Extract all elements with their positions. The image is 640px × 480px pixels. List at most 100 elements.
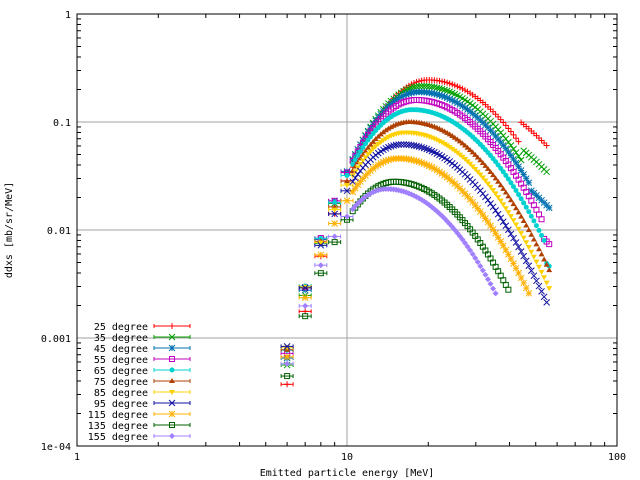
data-point bbox=[298, 308, 312, 315]
data-point bbox=[484, 181, 491, 187]
data-point bbox=[357, 148, 363, 154]
data-point bbox=[492, 111, 499, 118]
data-point bbox=[512, 149, 520, 156]
data-point bbox=[360, 144, 366, 150]
legend-entry: 155 degree bbox=[88, 432, 191, 443]
data-point bbox=[349, 178, 357, 186]
data-point bbox=[505, 138, 512, 146]
data-point bbox=[472, 151, 479, 157]
data-point bbox=[372, 144, 379, 150]
data-point bbox=[482, 193, 489, 201]
data-point bbox=[464, 243, 471, 250]
legend-entry: 55 degree bbox=[94, 355, 191, 366]
data-point bbox=[385, 125, 392, 131]
data-point bbox=[540, 293, 548, 301]
data-point bbox=[535, 282, 543, 290]
data-point bbox=[298, 284, 312, 292]
data-point bbox=[415, 82, 423, 90]
data-point bbox=[314, 241, 328, 249]
data-point bbox=[472, 166, 479, 172]
data-point bbox=[365, 144, 372, 150]
data-point bbox=[516, 192, 522, 198]
data-point bbox=[538, 216, 545, 223]
data-point bbox=[508, 180, 514, 186]
data-point bbox=[531, 218, 537, 224]
data-point bbox=[523, 204, 529, 210]
data-point bbox=[413, 142, 420, 150]
data-point bbox=[328, 200, 342, 206]
data-point bbox=[451, 82, 458, 89]
data-point bbox=[328, 233, 342, 240]
y-tick-label: 1 bbox=[65, 10, 71, 21]
data-point bbox=[340, 213, 354, 220]
data-point bbox=[362, 148, 369, 154]
data-point bbox=[525, 262, 533, 270]
data-point bbox=[418, 82, 425, 90]
data-point bbox=[502, 189, 509, 195]
data-point bbox=[469, 149, 476, 155]
data-point bbox=[523, 222, 530, 228]
data-point bbox=[543, 168, 551, 176]
data-point bbox=[484, 218, 492, 226]
data-point bbox=[502, 122, 509, 129]
data-point bbox=[505, 125, 512, 132]
data-point bbox=[492, 191, 499, 197]
data-point bbox=[500, 169, 506, 175]
legend-label: 55 degree bbox=[94, 355, 148, 366]
y-tick-label: 1e-04 bbox=[41, 442, 71, 453]
data-point bbox=[497, 214, 505, 222]
data-point bbox=[510, 184, 516, 190]
data-point bbox=[433, 137, 440, 143]
data-point bbox=[444, 79, 451, 86]
data-point bbox=[365, 152, 372, 158]
data-point bbox=[535, 246, 542, 252]
legend-marker bbox=[169, 356, 175, 362]
data-point bbox=[541, 139, 548, 146]
data-point bbox=[280, 353, 294, 361]
data-point bbox=[510, 201, 517, 207]
data-point bbox=[538, 251, 545, 257]
data-point bbox=[525, 227, 532, 233]
legend-label: 135 degree bbox=[88, 421, 148, 432]
data-point bbox=[351, 174, 359, 182]
y-axis-label: ddxs [mb/sr/MeV] bbox=[4, 182, 15, 278]
data-point bbox=[456, 84, 463, 91]
data-point bbox=[505, 148, 512, 156]
data-point bbox=[444, 143, 451, 149]
data-point bbox=[523, 240, 530, 246]
data-point bbox=[349, 188, 357, 196]
data-point bbox=[539, 232, 545, 238]
data-point bbox=[513, 135, 520, 142]
data-point bbox=[507, 128, 514, 135]
data-point bbox=[367, 149, 374, 155]
legend-entry: 115 degree bbox=[88, 410, 191, 421]
data-point bbox=[515, 226, 522, 232]
data-point bbox=[489, 203, 497, 211]
data-point bbox=[439, 140, 446, 146]
data-point bbox=[487, 168, 494, 174]
data-point bbox=[474, 259, 481, 266]
data-point bbox=[502, 206, 509, 212]
data-point bbox=[467, 247, 474, 254]
data-point bbox=[525, 289, 533, 297]
data-point bbox=[515, 243, 522, 251]
data-point bbox=[459, 85, 466, 92]
data-point bbox=[513, 188, 519, 194]
legend-marker bbox=[169, 433, 175, 439]
series-55-degree bbox=[280, 96, 553, 357]
data-point bbox=[515, 152, 522, 160]
data-point bbox=[533, 241, 540, 247]
data-point bbox=[487, 200, 494, 207]
data-point bbox=[298, 294, 312, 302]
data-point bbox=[467, 147, 474, 153]
data-point bbox=[520, 171, 528, 178]
legend-label: 35 degree bbox=[94, 333, 148, 344]
series-85-degree bbox=[280, 130, 553, 351]
y-tick-label: 0.1 bbox=[53, 118, 71, 129]
data-point bbox=[467, 161, 474, 167]
data-point bbox=[474, 205, 482, 212]
axis-ticks: 1 10 100 1 0.1 0.01 0.001 1e-04 bbox=[41, 10, 626, 463]
data-point bbox=[372, 136, 379, 142]
data-point bbox=[522, 284, 530, 292]
